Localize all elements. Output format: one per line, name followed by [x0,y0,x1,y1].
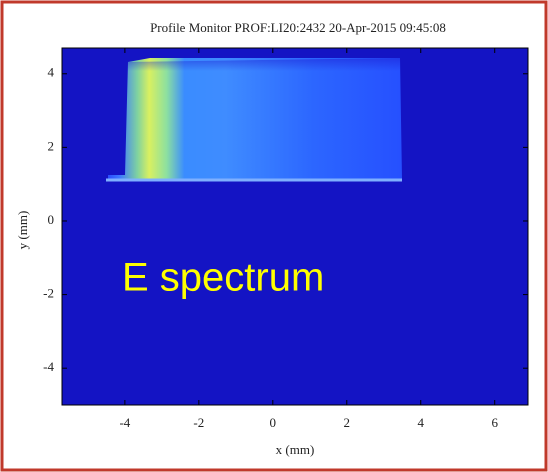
image [62,48,528,405]
x-tick-label: 4 [417,415,424,430]
x-tick-label: 6 [491,415,498,430]
y-axis-label: y (mm) [15,211,30,250]
chart-title: Profile Monitor PROF:LI20:2432 20-Apr-20… [150,20,446,35]
y-tick-label: 4 [48,65,55,80]
x-tick-label: 0 [270,415,277,430]
beam-fade [128,58,400,110]
x-tick-label: -4 [119,415,130,430]
plot-frame [61,47,529,406]
x-axis-label: x (mm) [276,442,315,457]
y-tick-label: 2 [48,138,55,153]
x-tick-label: 2 [344,415,351,430]
y-tick-label: -2 [43,286,54,301]
x-tick-label: -2 [193,415,204,430]
y-tick-label: -4 [43,359,54,374]
annotation: E spectrum [122,256,324,300]
y-tick-label: 0 [48,212,55,227]
